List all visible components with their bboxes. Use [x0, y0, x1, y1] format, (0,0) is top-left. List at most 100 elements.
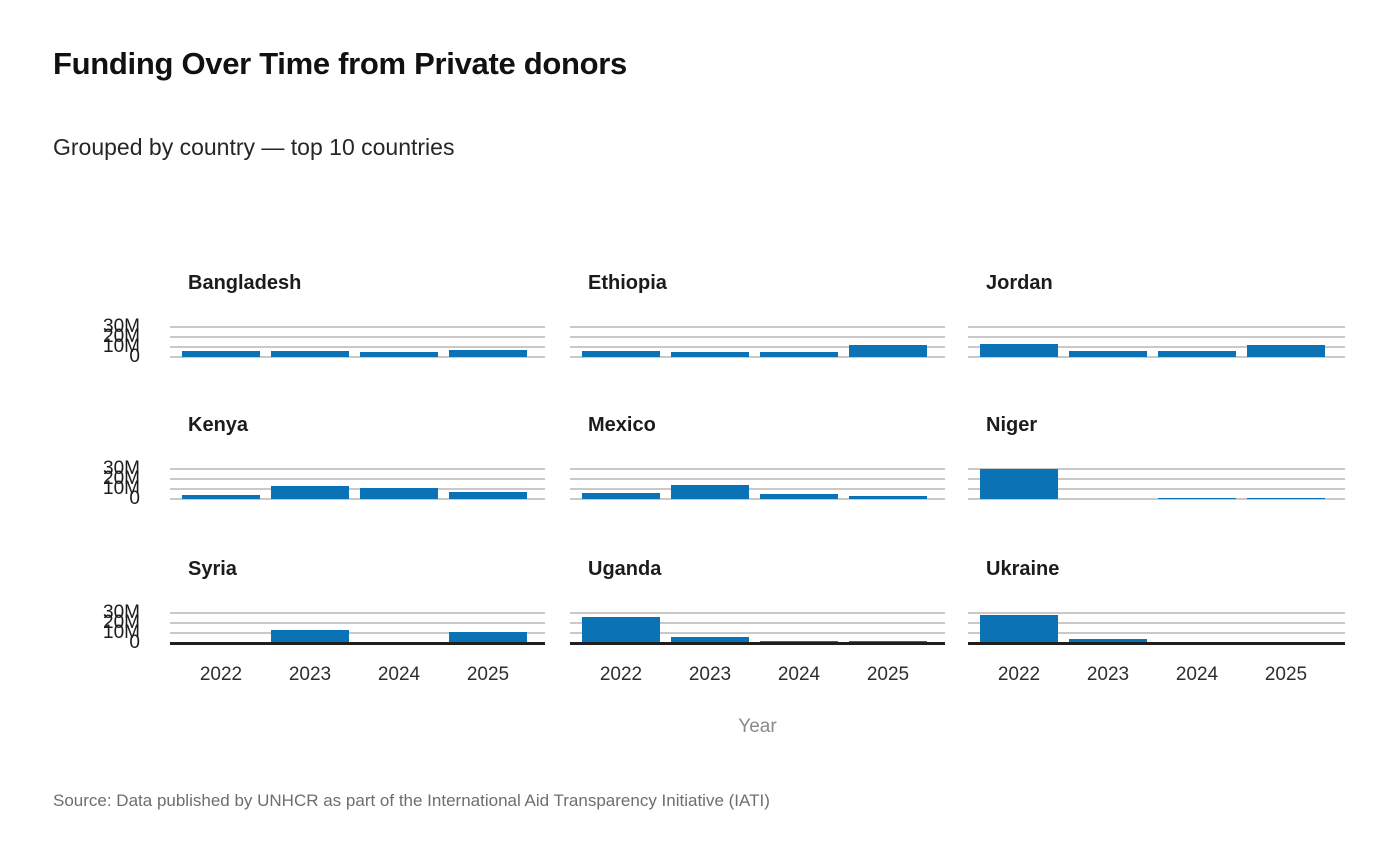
facet-title: Ukraine [986, 558, 1060, 580]
y-tick-label: 20M [103, 612, 140, 633]
funding-bar [980, 343, 1058, 357]
facet-panel [570, 612, 945, 645]
facet-panel [170, 468, 545, 500]
funding-bar [582, 493, 660, 499]
gridline [170, 632, 545, 634]
x-tick-label: 2024 [377, 664, 421, 685]
gridline [570, 336, 945, 338]
x-tick-label: 2025 [866, 664, 910, 685]
gridline [968, 478, 1345, 480]
x-tick-label: 2024 [777, 664, 821, 685]
funding-bar [671, 637, 749, 643]
funding-bar [360, 487, 438, 499]
funding-bar [182, 350, 260, 357]
gridline [170, 336, 545, 338]
funding-bar [449, 631, 527, 643]
gridline [968, 632, 1345, 634]
gridline [170, 498, 545, 500]
x-axis-line [968, 642, 1345, 645]
gridline [170, 622, 545, 624]
funding-bar [449, 350, 527, 357]
funding-bar [1158, 351, 1236, 357]
funding-bar [1069, 639, 1147, 643]
x-tick-label: 2023 [1086, 664, 1130, 685]
funding-bar [849, 344, 927, 357]
gridline [968, 622, 1345, 624]
gridline [170, 488, 545, 490]
gridline [170, 478, 545, 480]
funding-bar [271, 486, 349, 499]
y-tick-label: 20M [103, 468, 140, 489]
facet-title: Mexico [588, 414, 656, 436]
funding-bar [182, 494, 260, 499]
funding-bar [360, 351, 438, 357]
funding-bar [760, 493, 838, 499]
facet-panel [170, 612, 545, 645]
funding-bar [1069, 351, 1147, 357]
y-tick-label: 10M [103, 336, 140, 357]
facet-title: Bangladesh [188, 272, 302, 294]
gridline [570, 468, 945, 470]
facet-title: Uganda [588, 558, 662, 580]
gridline [570, 488, 945, 490]
funding-bar [1247, 498, 1325, 499]
funding-bar [582, 351, 660, 357]
gridline [570, 622, 945, 624]
x-axis-title: Year [738, 716, 777, 737]
gridline [570, 478, 945, 480]
x-tick-label: 2022 [599, 664, 643, 685]
facet-panel [968, 468, 1345, 500]
y-tick-label: 30M [103, 316, 140, 337]
y-tick-label: 0 [129, 346, 140, 367]
gridline [170, 468, 545, 470]
y-tick-label: 20M [103, 326, 140, 347]
funding-bar [271, 630, 349, 643]
gridline [170, 346, 545, 348]
gridline [570, 632, 945, 634]
gridline [570, 612, 945, 614]
funding-bar [849, 496, 927, 499]
y-tick-label: 30M [103, 602, 140, 623]
funding-bar [980, 615, 1058, 643]
gridline [170, 326, 545, 328]
funding-bar [671, 351, 749, 357]
y-tick-label: 30M [103, 458, 140, 479]
y-tick-label: 10M [103, 478, 140, 499]
y-tick-label: 10M [103, 622, 140, 643]
gridline [968, 612, 1345, 614]
gridline [170, 356, 545, 358]
facet-panel [968, 326, 1345, 358]
x-axis-line [570, 642, 945, 645]
funding-bar [271, 350, 349, 357]
gridline [968, 498, 1345, 500]
funding-bar [449, 492, 527, 499]
page-title: Funding Over Time from Private donors [53, 46, 627, 81]
gridline [170, 612, 545, 614]
facet-panel [570, 468, 945, 500]
gridline [968, 326, 1345, 328]
x-tick-label: 2025 [466, 664, 510, 685]
facet-title: Jordan [986, 272, 1053, 294]
facet-title: Kenya [188, 414, 249, 436]
facet-panel [170, 326, 545, 358]
funding-bar [1247, 344, 1325, 357]
funding-bar [980, 469, 1058, 499]
funding-bar [582, 616, 660, 643]
gridline [968, 336, 1345, 338]
facet-panel [968, 612, 1345, 645]
gridline [968, 488, 1345, 490]
x-tick-label: 2022 [997, 664, 1041, 685]
gridline [570, 326, 945, 328]
funding-bar [671, 485, 749, 499]
funding-bar [760, 352, 838, 357]
gridline [570, 498, 945, 500]
gridline [968, 468, 1345, 470]
source-note: Source: Data published by UNHCR as part … [53, 791, 770, 810]
funding-bar [849, 640, 927, 643]
facet-title: Ethiopia [588, 272, 667, 294]
gridline [570, 356, 945, 358]
gridline [570, 346, 945, 348]
gridline [968, 356, 1345, 358]
x-tick-label: 2025 [1264, 664, 1308, 685]
